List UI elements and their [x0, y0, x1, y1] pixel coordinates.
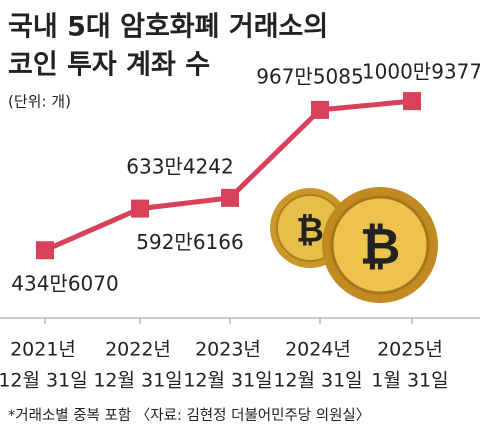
- x-tick-sublabel: 12월 31일: [183, 370, 272, 392]
- data-label: 1000만9377: [362, 60, 480, 84]
- subtitle: (단위: 개): [8, 93, 71, 111]
- data-point: [131, 199, 149, 218]
- data-label: 633만4242: [126, 154, 233, 178]
- x-tick-label: 2024년: [285, 339, 351, 361]
- x-tick-label: 2022년: [105, 339, 171, 361]
- data-label: 967만5085: [256, 64, 363, 88]
- chart-title: 코인 투자 계좌 수: [8, 50, 210, 81]
- svg-text:₿: ₿: [360, 218, 401, 276]
- chart-title: 국내 5대 암호화폐 거래소의: [8, 12, 328, 43]
- data-label: 592만6166: [136, 230, 243, 254]
- x-tick-label: 2023년: [195, 339, 261, 361]
- svg-text:₿: ₿: [296, 211, 324, 251]
- data-point: [36, 241, 54, 260]
- data-label: 434만6070: [11, 272, 118, 296]
- x-tick-sublabel: 1월 31일: [371, 370, 448, 392]
- coin-illustration: ₿ ₿: [270, 187, 438, 303]
- data-point: [311, 100, 329, 119]
- x-tick-label: 2021년: [10, 339, 76, 361]
- data-point: [221, 188, 239, 207]
- x-tick-sublabel: 12월 31일: [93, 370, 182, 392]
- data-point: [403, 92, 421, 111]
- x-tick-sublabel: 12월 31일: [0, 370, 88, 392]
- footnote: *거래소별 중복 포함 〈자료: 김현정 더불어민주당 의원실〉: [8, 407, 370, 424]
- x-tick-sublabel: 12월 31일: [273, 370, 362, 392]
- x-tick-label: 2025년: [377, 339, 443, 361]
